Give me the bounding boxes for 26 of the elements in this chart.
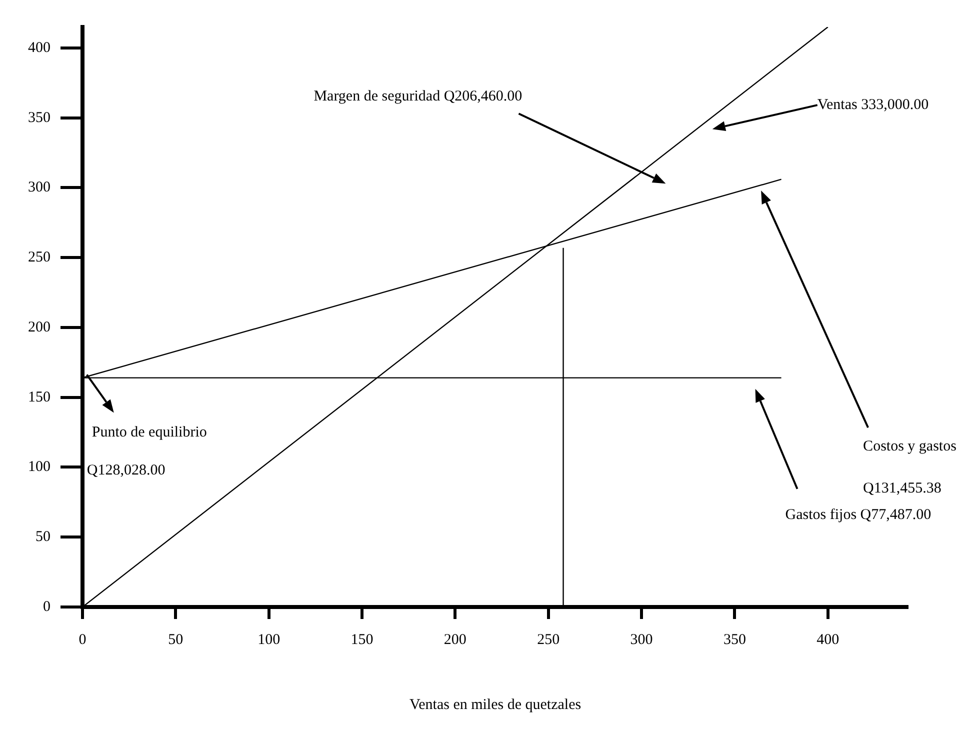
y-tick-label: 250 bbox=[28, 250, 50, 266]
x-tick-label: 50 bbox=[168, 632, 184, 648]
annotation: Q128,028.00 bbox=[86, 462, 166, 479]
y-tick-label: 150 bbox=[28, 389, 50, 406]
y-tick-label: 100 bbox=[28, 459, 50, 476]
x-axis-title: Ventas en miles de quetzales bbox=[409, 696, 582, 713]
annotation: Ventas 333,000.00 bbox=[817, 97, 929, 114]
x-tick-label: 250 bbox=[537, 632, 560, 648]
y-tick-label: 50 bbox=[36, 529, 50, 546]
y-tick-label: 300 bbox=[28, 180, 50, 196]
annotation: Q131,455.38 bbox=[863, 480, 942, 497]
x-tick-label: 100 bbox=[258, 632, 280, 648]
annotation: Gastos fijos Q77,487.00 bbox=[785, 506, 932, 523]
x-tick-label: 0 bbox=[78, 632, 86, 648]
y-tick-label: 350 bbox=[28, 110, 50, 126]
y-tick-label: 0 bbox=[43, 598, 50, 615]
y-tick-label: 200 bbox=[28, 319, 50, 336]
x-tick-label: 400 bbox=[816, 632, 840, 648]
y-tick-label: 400 bbox=[28, 40, 50, 56]
x-tick-label: 200 bbox=[444, 632, 466, 648]
annotation: Margen de seguridad Q206,460.00 bbox=[314, 88, 522, 105]
x-tick-label: 300 bbox=[630, 632, 653, 648]
annotation: Costos y gastos bbox=[863, 438, 957, 455]
x-tick-label: 150 bbox=[350, 632, 374, 648]
annotation: Punto de equilibrio bbox=[92, 424, 207, 441]
x-tick-label: 350 bbox=[723, 632, 746, 648]
